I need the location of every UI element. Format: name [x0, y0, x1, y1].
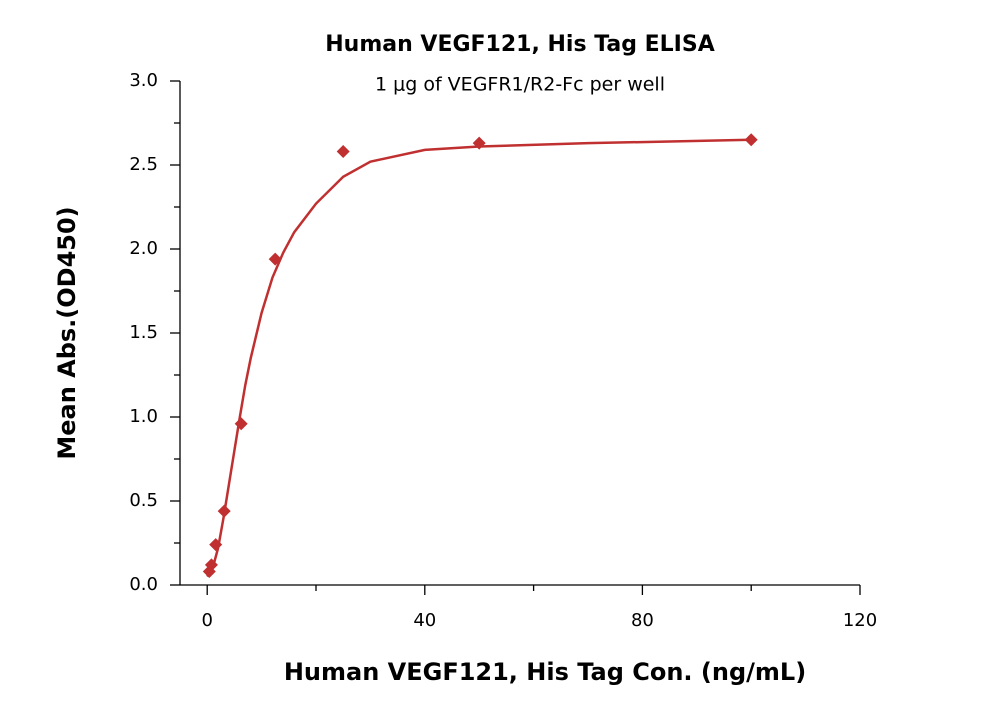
- y-tick-label: 2.5: [129, 154, 158, 175]
- chart-subtitle: 1 μg of VEGFR1/R2-Fc per well: [375, 74, 665, 96]
- x-axis-title: Human VEGF121, His Tag Con. (ng/mL): [284, 658, 806, 686]
- data-point: [204, 558, 218, 572]
- y-axis-title: Mean Abs.(OD450): [53, 206, 81, 459]
- data-point: [217, 504, 231, 518]
- x-tick-label: 40: [413, 610, 436, 631]
- x-tick-label: 80: [631, 610, 654, 631]
- data-point: [336, 145, 350, 159]
- x-tick-label: 120: [843, 610, 877, 631]
- y-tick-label: 2.0: [129, 238, 158, 259]
- data-point: [268, 252, 282, 266]
- chart-title: Human VEGF121, His Tag ELISA: [325, 32, 714, 57]
- y-tick-label: 3.0: [129, 70, 158, 91]
- data-point: [472, 136, 486, 150]
- y-tick-label: 1.0: [129, 406, 158, 427]
- fit-curve: [206, 138, 752, 578]
- y-tick-label: 0.5: [129, 490, 158, 511]
- y-tick-label: 0.0: [129, 574, 158, 595]
- data-point: [234, 417, 248, 431]
- y-tick-label: 1.5: [129, 322, 158, 343]
- data-point: [744, 133, 758, 147]
- x-tick-label: 0: [201, 610, 212, 631]
- data-point: [209, 538, 223, 552]
